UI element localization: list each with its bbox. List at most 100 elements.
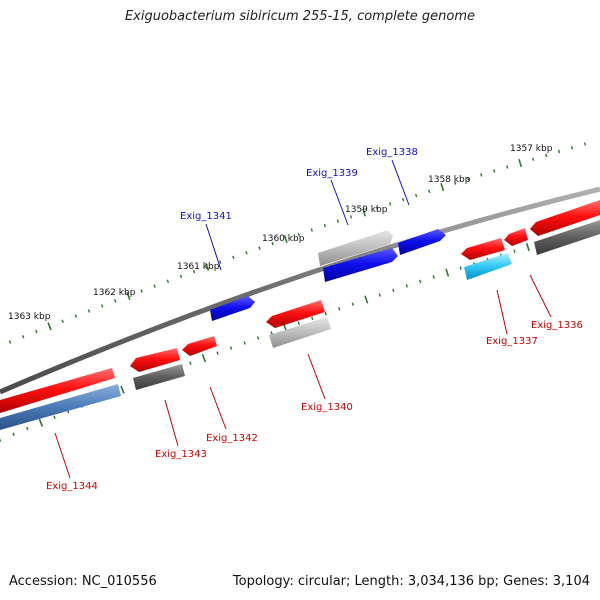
gene-exig-1338-feature[interactable] (398, 229, 446, 255)
leader-line-1337 (496, 289, 508, 335)
inner-row-tick (364, 295, 369, 304)
genome-summary-text: Topology: circular; Length: 3,034,136 bp… (232, 574, 590, 589)
gene-exig-1337-feature[interactable] (461, 238, 505, 260)
outer-row-tick (545, 153, 548, 158)
outer-row-tick (375, 206, 379, 210)
outer-row-tick (114, 299, 117, 303)
outer-row-tick (126, 291, 131, 300)
gene-exig-1344-feature-steel[interactable] (0, 384, 121, 430)
gene-exig-1344-feature-red[interactable] (0, 368, 115, 413)
gene-exig-1339-feature-gray[interactable] (318, 230, 393, 266)
tick-label-1360: 1360 kbp (262, 234, 305, 244)
inner-row-tick (405, 284, 408, 288)
outer-row-tick (100, 304, 104, 308)
inner-row-tick (256, 336, 260, 340)
feature-tracks (0, 200, 600, 430)
outer-row-tick (258, 246, 261, 250)
outer-row-tick (532, 157, 535, 161)
gene-exig-1336-gray[interactable] (534, 220, 600, 255)
outer-row-tick (388, 202, 392, 206)
outer-row-tick (336, 219, 340, 223)
leader-line-1341 (205, 223, 222, 271)
outer-row-tick (493, 169, 496, 173)
tick-label-1362: 1362 kbp (93, 288, 136, 298)
outer-row-tick (467, 177, 470, 181)
leader-line-1338 (391, 159, 410, 206)
outer-row-tick (140, 289, 143, 293)
outer-row-tick (454, 181, 457, 185)
outer-row-tick (153, 284, 156, 288)
gene-label-exig-1341[interactable]: Exig_1341 (180, 211, 232, 222)
outer-row-tick (205, 262, 210, 271)
inner-row-tick (513, 249, 516, 253)
tick-label-1363: 1363 kbp (8, 312, 51, 322)
inner-row-tick (525, 243, 530, 252)
gene-exig-1336-small[interactable] (504, 228, 528, 246)
outer-row-tick (362, 208, 367, 217)
inner-row-tick (120, 385, 125, 394)
outer-row-tick (179, 274, 183, 279)
leader-line-1336 (529, 274, 552, 318)
inner-row-tick (311, 316, 314, 321)
gene-label-exig-1336[interactable]: Exig_1336 (531, 320, 583, 331)
gene-exig-1337-cyan[interactable] (464, 253, 512, 280)
inner-row-tick (270, 331, 273, 335)
outer-row-tick (232, 255, 235, 260)
outer-row-tick (349, 215, 353, 219)
inner-row-tick (432, 275, 435, 279)
outer-row-tick (401, 197, 405, 202)
gene-label-exig-1339[interactable]: Exig_1339 (306, 168, 358, 179)
gene-label-exig-1344[interactable]: Exig_1344 (46, 481, 98, 492)
gene-exig-1340-red[interactable] (266, 300, 325, 328)
inner-row-tick (459, 266, 462, 270)
gene-label-exig-1342[interactable]: Exig_1342 (206, 433, 258, 444)
genome-backbone (0, 186, 600, 395)
inner-row-tick (378, 293, 381, 297)
inner-row-tick (216, 351, 219, 355)
outer-row-tick (87, 309, 91, 313)
tick-label-1361: 1361 kbp (177, 262, 220, 272)
inner-row-tick (189, 361, 192, 366)
outer-row-tick (21, 335, 25, 339)
inner-row-tick (351, 302, 354, 306)
gene-exig-1336-feature[interactable] (530, 200, 600, 236)
outer-row-tick (166, 279, 170, 284)
inner-row-tick (12, 432, 15, 436)
gene-exig-1342-feature[interactable] (182, 336, 217, 356)
gene-exig-1339-feature-blue[interactable] (323, 248, 398, 282)
outer-row-tick (480, 173, 483, 177)
gene-label-exig-1338[interactable]: Exig_1338 (366, 147, 418, 158)
gene-label-exig-1343[interactable]: Exig_1343 (155, 449, 207, 460)
leader-line-1340 (307, 353, 326, 400)
gene-exig-1340-feature[interactable] (269, 317, 331, 348)
tick-label-1357: 1357 kbp (510, 144, 553, 154)
inner-row-tick (38, 418, 44, 427)
gene-exig-1343-feature[interactable] (133, 364, 185, 390)
leader-line-1342 (209, 386, 227, 430)
gene-label-exig-1337[interactable]: Exig_1337 (486, 336, 538, 347)
gene-exig-1343-red[interactable] (130, 348, 180, 372)
outer-row-tick (323, 223, 327, 228)
outer-row-tick (35, 329, 38, 334)
inner-row-tick (324, 311, 327, 316)
outer-row-tick (47, 322, 52, 331)
outer-row-tick (557, 149, 561, 154)
inner-row-tick (392, 288, 395, 293)
inner-row-tick (419, 279, 422, 284)
outer-row-tick (74, 314, 78, 318)
leader-line-1343 (164, 399, 179, 447)
outer-row-tick (245, 251, 248, 255)
tick-label-1358: 1358 kbp (428, 175, 471, 185)
inner-row-tick (53, 415, 56, 419)
outer-row-tick (440, 183, 445, 192)
map-title: Exiguobacterium sibiricum 255-15, comple… (124, 9, 476, 24)
outer-tick-row (8, 142, 587, 344)
outer-row-tick (518, 158, 523, 168)
inner-row-tick (243, 341, 246, 345)
inner-row-tick (297, 321, 300, 326)
outer-row-tick (283, 234, 288, 244)
leader-line-1339 (330, 179, 349, 226)
gene-label-exig-1340[interactable]: Exig_1340 (301, 402, 353, 413)
gene-exig-1341-feature[interactable] (210, 296, 255, 321)
